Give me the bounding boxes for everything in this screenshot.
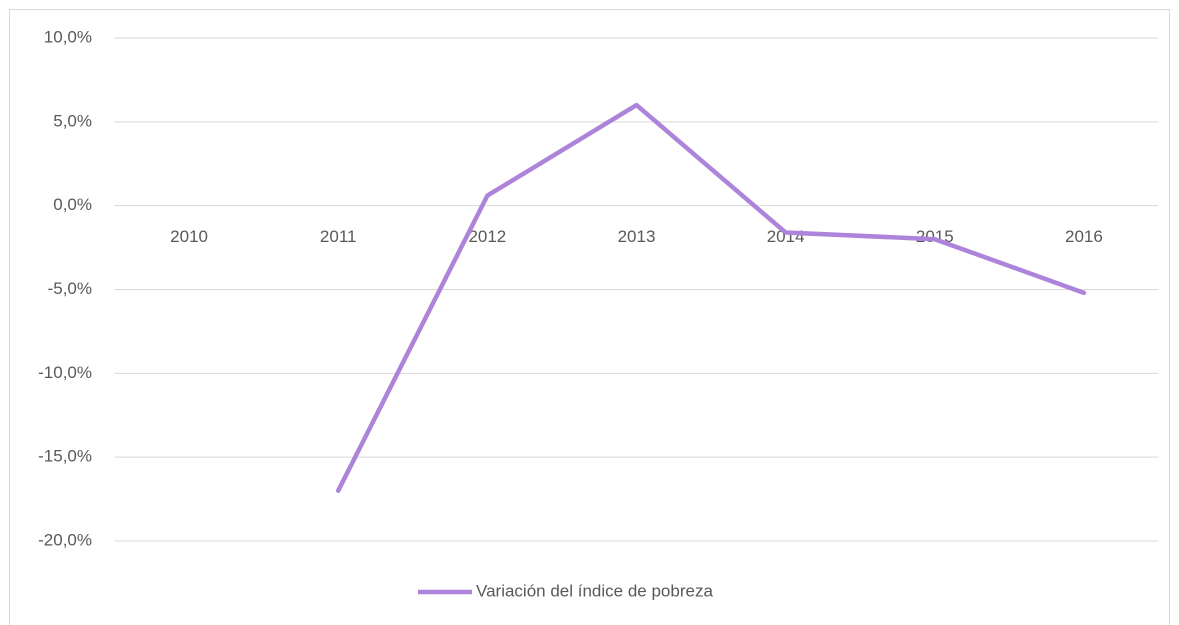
y-tick-label: -15,0% [38,447,92,466]
x-tick-label: 2013 [618,227,656,246]
chart-frame [9,9,1170,625]
y-tick-label: -5,0% [48,279,92,298]
x-tick-label: 2016 [1065,227,1103,246]
x-tick-label: 2011 [320,227,357,246]
y-tick-label: 5,0% [53,111,92,130]
data-line [335,102,1087,493]
y-tick-label: -10,0% [38,363,92,382]
legend-label: Variación del índice de pobreza [476,581,713,600]
x-tick-label: 2012 [468,227,506,246]
y-tick-label: 0,0% [53,195,92,214]
x-tick-label: 2010 [170,227,208,246]
y-tick-label: 10,0% [44,27,92,46]
y-tick-label: -20,0% [38,530,92,549]
